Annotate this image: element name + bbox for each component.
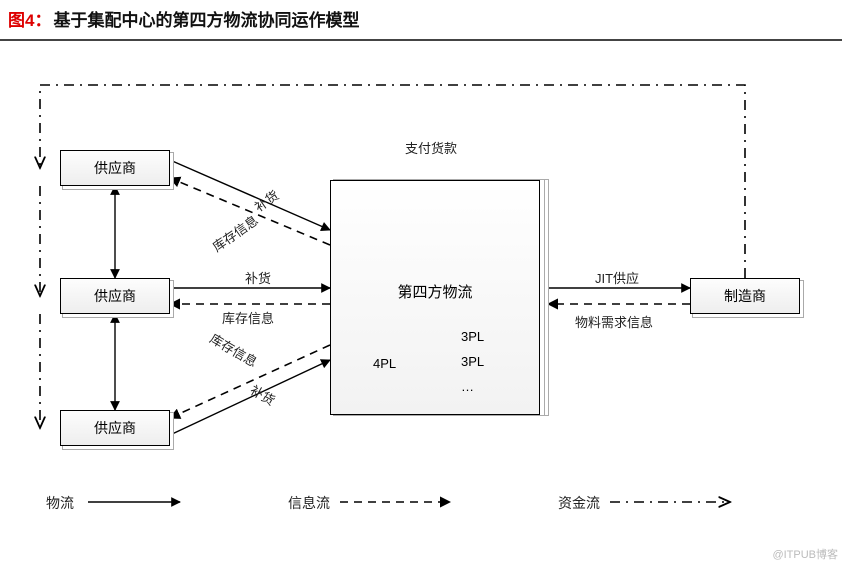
label-jit: JIT供应 [595, 268, 639, 287]
watermark: @ITPUB博客 [772, 546, 838, 562]
label-pay: 支付货款 [405, 138, 457, 157]
node-fourth-party-logistics: 第四方物流 4PL 3PL 3PL … [330, 180, 540, 415]
legend-info: 信息流 [288, 493, 330, 513]
diagram-canvas: 供应商 供应商 供应商 第四方物流 4PL 3PL 3PL … 制造商 支付货款… [0, 40, 842, 520]
node-supplier-1: 供应商 [60, 150, 170, 186]
label-demand: 物料需求信息 [575, 312, 653, 331]
node-label: 第四方物流 [331, 281, 539, 302]
node-label: 制造商 [724, 286, 766, 306]
label-inventory-1: 库存信息 [208, 210, 262, 255]
node-label: 供应商 [94, 158, 136, 178]
inner-3pl-1: 3PL [461, 329, 484, 344]
label-inventory-2: 库存信息 [222, 308, 274, 327]
node-supplier-2: 供应商 [60, 278, 170, 314]
inner-3pl-3: … [461, 379, 474, 394]
figure-number: 图4： [8, 6, 51, 31]
legend-material: 物流 [46, 493, 74, 513]
node-supplier-3: 供应商 [60, 410, 170, 446]
label-inventory-3: 库存信息 [207, 328, 262, 370]
label-replenish-2: 补货 [245, 268, 271, 287]
label-replenish-3: 补货 [247, 380, 279, 409]
figure-title: 基于集配中心的第四方物流协同运作模型 [53, 6, 359, 31]
figure-title-bar: 图4： 基于集配中心的第四方物流协同运作模型 [0, 0, 842, 41]
inner-4pl-label: 4PL [373, 356, 396, 371]
node-manufacturer: 制造商 [690, 278, 800, 314]
legend-money: 资金流 [558, 493, 600, 513]
node-label: 供应商 [94, 286, 136, 306]
node-label: 供应商 [94, 418, 136, 438]
label-replenish-1: 补货 [250, 185, 282, 215]
inner-3pl-2: 3PL [461, 354, 484, 369]
